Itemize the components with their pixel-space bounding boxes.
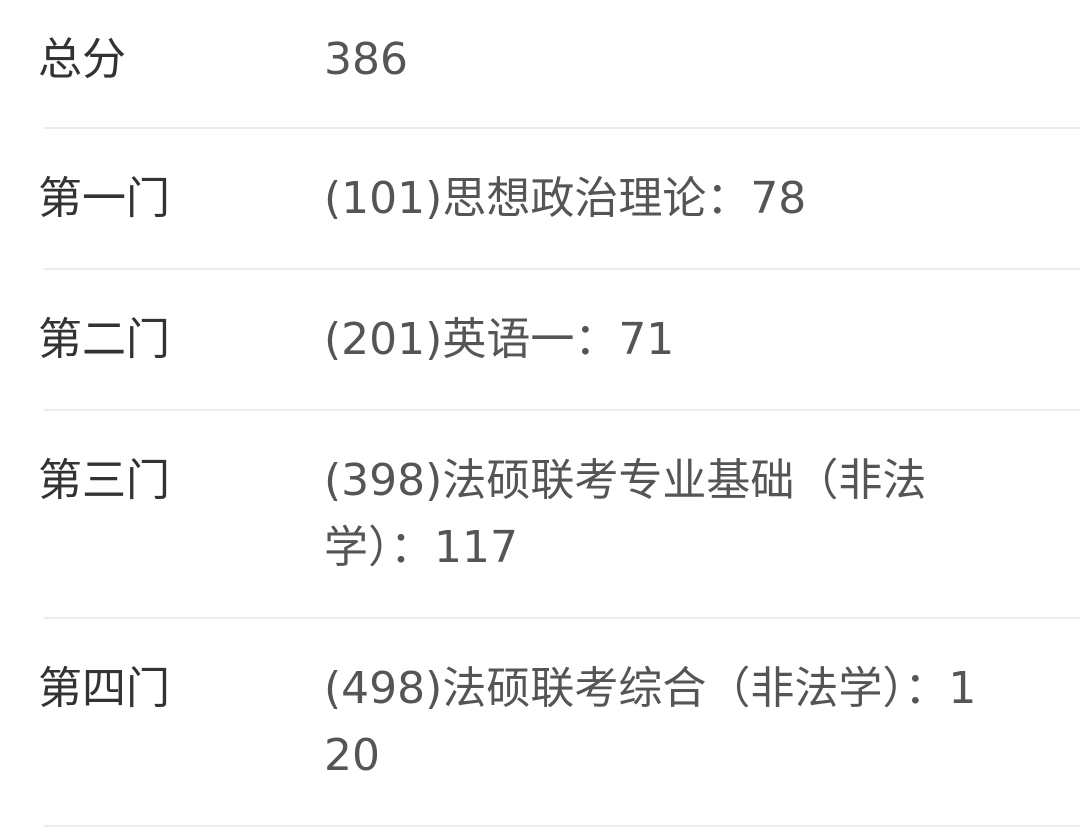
- row-value: (101)思想政治理论：78: [324, 173, 807, 224]
- score-row-subject-2: 第二门 (201)英语一：71: [38, 270, 1080, 411]
- row-value: 386: [324, 34, 408, 85]
- row-label: 总分: [38, 34, 126, 85]
- row-label: 第二门: [38, 314, 170, 365]
- score-row-subject-3: 第三门 (398)法硕联考专业基础（非法学）：117: [38, 411, 1080, 619]
- row-value: (398)法硕联考专业基础（非法学）：117: [324, 455, 927, 573]
- score-row-total: 总分 386: [38, 0, 1080, 129]
- row-label: 第四门: [38, 663, 170, 714]
- score-row-subject-4: 第四门 (498)法硕联考综合（非法学）：120: [38, 619, 1080, 827]
- score-row-subject-1: 第一门 (101)思想政治理论：78: [38, 129, 1080, 270]
- row-label: 第三门: [38, 455, 170, 506]
- row-value: (498)法硕联考综合（非法学）：120: [324, 663, 977, 781]
- row-value: (201)英语一：71: [324, 314, 675, 365]
- row-label: 第一门: [38, 173, 170, 224]
